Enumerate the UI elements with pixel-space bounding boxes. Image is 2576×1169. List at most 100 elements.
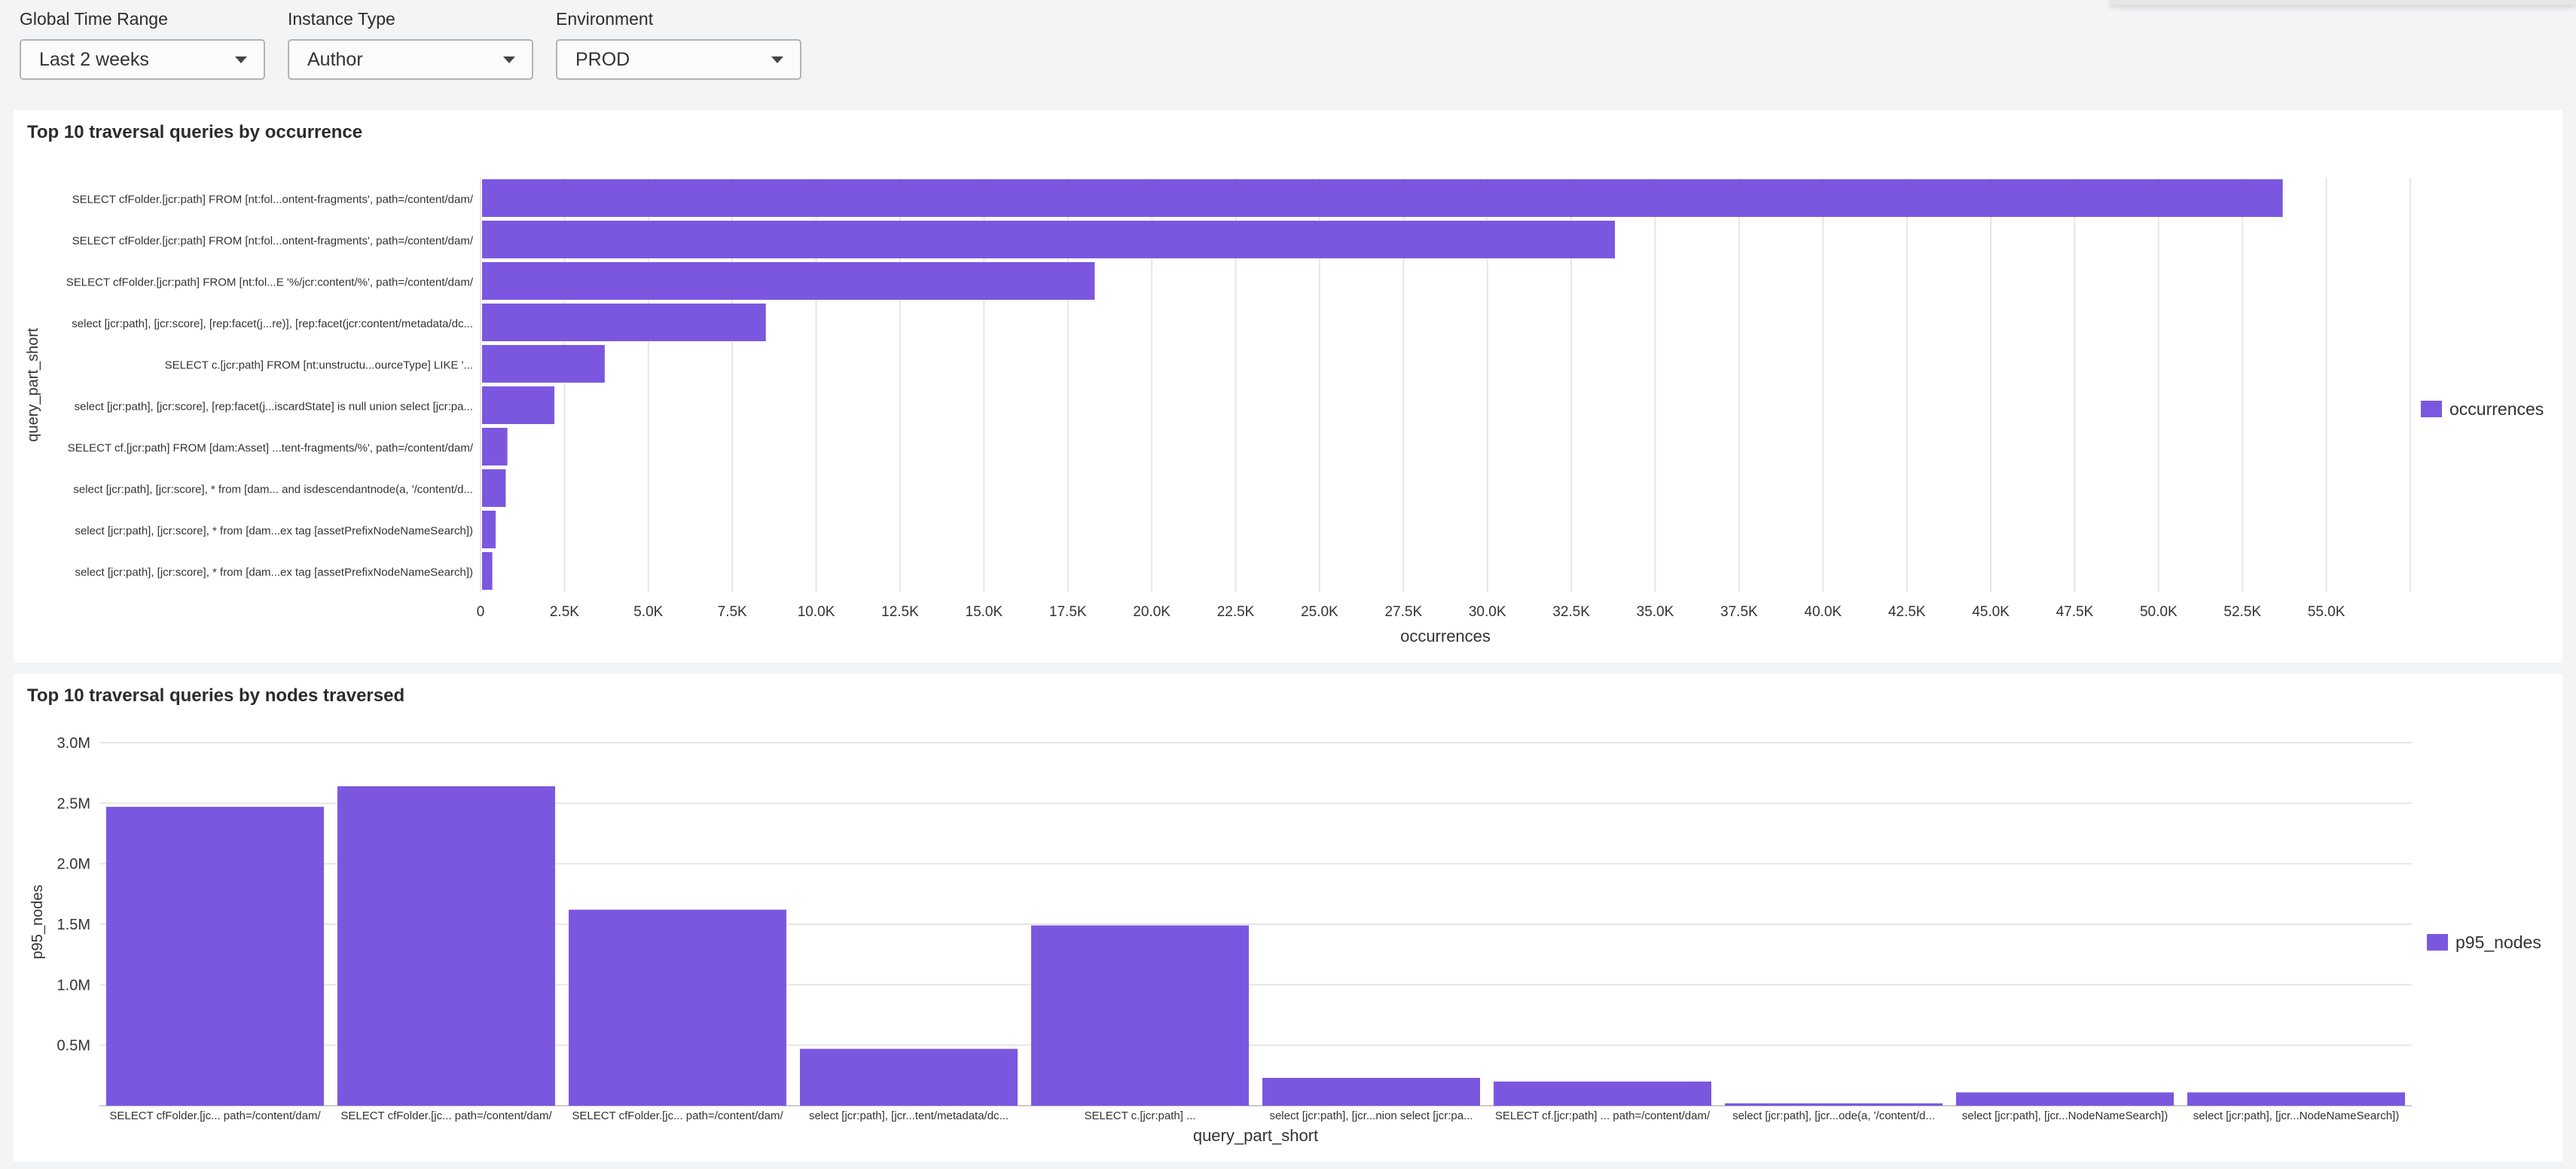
y-tick-label: SELECT cf.[jcr:path] FROM [dam:Asset] ..…: [68, 442, 474, 455]
x-tick-label: 47.5K: [2056, 604, 2094, 620]
y-tick-label: SELECT cfFolder.[jcr:path] FROM [nt:fol.…: [72, 235, 474, 248]
instance-type-label: Instance Type: [288, 9, 395, 29]
x-tick-label: 37.5K: [1720, 604, 1758, 620]
instance-type-dropdown[interactable]: Author: [288, 39, 533, 80]
time-range-filter: Global Time Range Last 2 weeks: [20, 6, 265, 80]
bar: [1262, 1078, 1480, 1106]
bar: [482, 552, 493, 590]
bar: [1494, 1081, 1711, 1106]
chevron-down-icon: [235, 56, 247, 63]
occurrence-chart-panel: Top 10 traversal queries by occurrence 0…: [14, 110, 2562, 663]
nodes-bar-chart: 0.5M 1.0M 1.5M 2.0M 2.5M 3.0M SELECT cfFolder.…: [29, 735, 2541, 1145]
overlay-panel-edge: [2109, 0, 2576, 5]
y-tick-label: select [jcr:path], [jcr:score], * from […: [75, 566, 473, 579]
environment-filter: Environment PROD: [556, 6, 801, 80]
bar: [1956, 1092, 2174, 1106]
x-tick-label: 45.0K: [1972, 604, 2010, 620]
bar: [800, 1048, 1018, 1106]
x-tick-label: 40.0K: [1804, 604, 1842, 620]
panel-title: Top 10 traversal queries by nodes traver…: [27, 685, 405, 706]
y-tick-label: 1.0M: [57, 977, 90, 993]
y-axis-title: p95_nodes: [29, 885, 46, 960]
bar: [1031, 925, 1249, 1106]
time-range-dropdown[interactable]: Last 2 weeks: [20, 39, 265, 80]
chevron-down-icon: [771, 56, 783, 63]
x-tick-label: 32.5K: [1552, 604, 1590, 620]
bar: [482, 304, 766, 341]
filter-bar: Global Time Range Last 2 weeks Instance …: [0, 0, 2576, 98]
x-tick-label: 25.0K: [1301, 604, 1338, 620]
x-tick-label: 5.0K: [633, 604, 663, 620]
y-tick-label: SELECT c.[jcr:path] FROM [nt:unstructu..…: [165, 359, 473, 372]
bar: [106, 807, 324, 1106]
x-tick-label: SELECT cfFolder.[jc... path=/content/dam…: [572, 1109, 783, 1122]
y-tick-label: select [jcr:path], [jcr:score], [rep:fac…: [75, 401, 473, 414]
x-tick-label: 52.5K: [2223, 604, 2261, 620]
x-tick-label: SELECT cfFolder.[jc... path=/content/dam…: [340, 1109, 552, 1122]
instance-type-filter: Instance Type Author: [288, 6, 533, 80]
nodes-chart-panel: Top 10 traversal queries by nodes traver…: [14, 673, 2562, 1161]
x-axis-title: query_part_short: [1193, 1126, 1318, 1145]
x-tick-label: SELECT cf.[jcr:path] ... path=/content/d…: [1495, 1109, 1711, 1122]
bar: [482, 386, 555, 424]
bar: [482, 345, 605, 383]
x-tick-label: 35.0K: [1637, 604, 1674, 620]
bar: [482, 262, 1095, 300]
environment-label: Environment: [556, 9, 654, 29]
x-tick-label: 7.5K: [718, 604, 747, 620]
bar: [337, 786, 555, 1106]
x-tick-label: select [jcr:path], [jcr...NodeNameSearch…: [1962, 1109, 2168, 1122]
x-tick-label: 10.0K: [798, 604, 835, 620]
bar: [482, 428, 508, 465]
x-tick-label: 42.5K: [1888, 604, 1926, 620]
y-tick-label: 3.0M: [57, 735, 90, 752]
y-axis-title: query_part_short: [25, 328, 41, 442]
time-range-label: Global Time Range: [20, 9, 168, 29]
x-tick-label: SELECT c.[jcr:path] ...: [1084, 1109, 1195, 1122]
y-tick-label: select [jcr:path], [jcr:score], * from […: [73, 484, 473, 496]
x-tick-label: select [jcr:path], [jcr...nion select [j…: [1269, 1109, 1473, 1122]
bar: [2187, 1092, 2405, 1106]
x-tick-label: 2.5K: [550, 604, 579, 620]
occurrence-bar-chart: 0 2.5K 5.0K 7.5K 10.0K 12.5K 15.0K 17.5K 20.0K 22…: [25, 178, 2544, 646]
panel-title: Top 10 traversal queries by occurrence: [27, 122, 363, 142]
bar: [482, 221, 1616, 258]
time-range-value: Last 2 weeks: [39, 49, 149, 70]
y-tick-label: 2.5M: [57, 795, 90, 812]
x-tick-label: 27.5K: [1384, 604, 1422, 620]
y-tick-label: 0.5M: [57, 1038, 90, 1055]
x-tick-label: select [jcr:path], [jcr...ode(a, '/conte…: [1732, 1109, 1935, 1122]
y-tick-label: select [jcr:path], [jcr:score], * from […: [75, 525, 473, 538]
x-tick-label: 0: [477, 604, 485, 620]
x-tick-label: select [jcr:path], [jcr...tent/metadata/…: [809, 1109, 1009, 1122]
bar: [482, 511, 496, 548]
x-tick-label: 15.0K: [966, 604, 1003, 620]
bar: [569, 909, 786, 1106]
x-tick-label: 17.5K: [1049, 604, 1087, 620]
x-tick-label: select [jcr:path], [jcr...NodeNameSearch…: [2193, 1109, 2399, 1122]
instance-type-value: Author: [307, 49, 363, 70]
environment-dropdown[interactable]: PROD: [556, 39, 801, 80]
y-tick-label: 2.0M: [57, 856, 90, 873]
y-tick-label: select [jcr:path], [jcr:score], [rep:fac…: [72, 318, 473, 331]
legend-swatch: [2427, 934, 2448, 951]
bar: [1725, 1103, 1943, 1106]
y-tick-label: 1.5M: [57, 917, 90, 933]
x-tick-label: 20.0K: [1133, 604, 1170, 620]
legend-label: p95_nodes: [2455, 932, 2541, 952]
x-tick-label: 12.5K: [881, 604, 919, 620]
environment-value: PROD: [575, 49, 630, 70]
legend-label: occurrences: [2449, 399, 2544, 419]
legend-swatch: [2421, 401, 2442, 417]
bar: [482, 179, 2283, 217]
x-tick-label: SELECT cfFolder.[jc... path=/content/dam…: [109, 1109, 321, 1122]
x-tick-label: 55.0K: [2308, 604, 2346, 620]
x-tick-label: 30.0K: [1469, 604, 1506, 620]
x-axis-title: occurrences: [1400, 627, 1491, 646]
chevron-down-icon: [503, 56, 515, 63]
x-tick-label: 22.5K: [1217, 604, 1255, 620]
bar: [482, 469, 506, 507]
x-tick-label: 50.0K: [2140, 604, 2178, 620]
y-tick-label: SELECT cfFolder.[jcr:path] FROM [nt:fol.…: [72, 194, 474, 206]
y-tick-label: SELECT cfFolder.[jcr:path] FROM [nt:fol.…: [66, 276, 474, 289]
